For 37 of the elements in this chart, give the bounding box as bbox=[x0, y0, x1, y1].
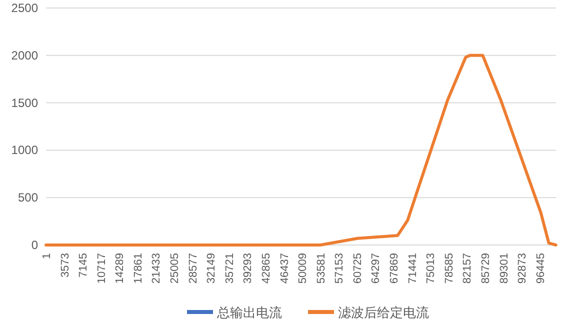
x-tick-label: 78585 bbox=[443, 253, 456, 284]
line-series bbox=[44, 54, 558, 246]
y-tick-label: 2000 bbox=[11, 48, 38, 62]
x-tick-label: 21433 bbox=[150, 253, 163, 284]
y-tick-label: 1000 bbox=[11, 143, 38, 158]
x-tick-label: 82157 bbox=[462, 253, 474, 284]
y-tick-label: 500 bbox=[18, 190, 38, 205]
x-tick-label: 96445 bbox=[534, 253, 547, 284]
x-tick-label: 1 bbox=[41, 253, 53, 260]
legend-label: 总输出电流 bbox=[216, 305, 282, 320]
x-tick-label: 25005 bbox=[169, 253, 182, 284]
x-tick-label: 14289 bbox=[114, 253, 126, 284]
x-tick-label: 75013 bbox=[425, 253, 438, 284]
x-tick-label: 53581 bbox=[315, 253, 328, 284]
x-tick-label: 3573 bbox=[59, 253, 72, 278]
x-tick-label: 32149 bbox=[206, 253, 218, 284]
x-tick-label: 67869 bbox=[388, 253, 401, 284]
x-tick-label: 89301 bbox=[498, 253, 510, 284]
x-tick-label: 92873 bbox=[516, 253, 529, 284]
x-tick-label: 28577 bbox=[187, 253, 200, 284]
x-tick-label: 7145 bbox=[78, 253, 90, 278]
y-tick-label: 2500 bbox=[11, 1, 38, 15]
x-tick-label: 17861 bbox=[132, 253, 144, 284]
x-tick-label: 64297 bbox=[370, 253, 382, 284]
x-tick-label: 39293 bbox=[242, 253, 254, 284]
y-tick-label: 1500 bbox=[11, 96, 38, 110]
x-tick-label: 35721 bbox=[224, 253, 236, 284]
legend-label: 滤波后给定电流 bbox=[338, 305, 429, 320]
x-tick-label: 46437 bbox=[278, 253, 291, 284]
x-tick-label: 57153 bbox=[334, 253, 346, 284]
y-tick-label: 0 bbox=[31, 238, 38, 252]
x-tick-label: 71441 bbox=[406, 253, 419, 284]
x-tick-label: 60725 bbox=[352, 253, 364, 284]
x-tick-label: 50009 bbox=[297, 253, 310, 284]
x-tick-label: 42865 bbox=[260, 253, 272, 284]
x-tick-label: 85729 bbox=[480, 253, 492, 284]
x-tick-label: 10717 bbox=[96, 253, 108, 284]
